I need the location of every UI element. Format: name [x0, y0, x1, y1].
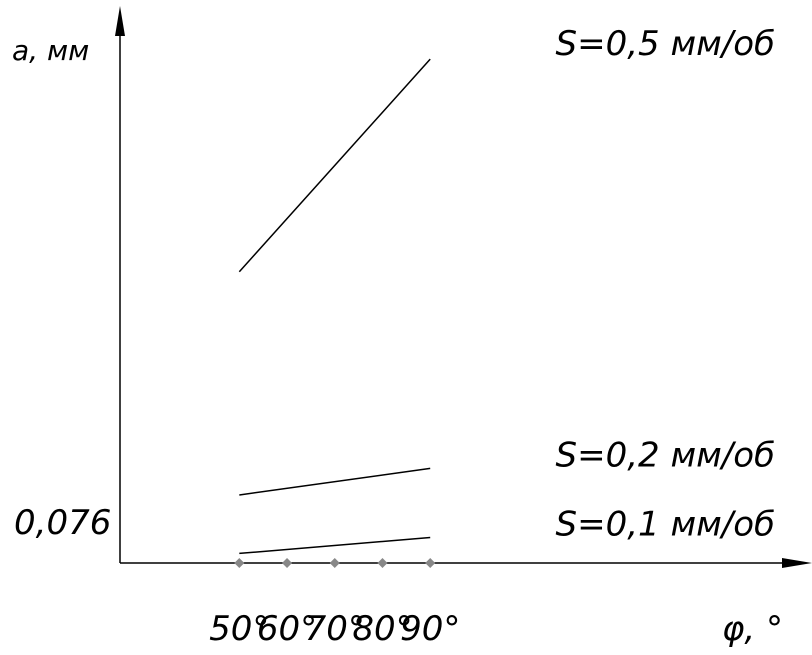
x-tick-label: 80°: [352, 609, 412, 649]
x-axis-arrow: [782, 558, 812, 568]
series-lines: [238, 58, 431, 555]
x-tick-marker: [377, 558, 388, 568]
x-tick-marker: [234, 558, 245, 568]
x-axis-label: φ, °: [722, 609, 783, 649]
x-tick-marker: [425, 558, 436, 568]
series-label: S=0,1 мм/об: [556, 504, 775, 544]
series-label: S=0,2 мм/об: [556, 435, 775, 475]
x-tick-label: 50°: [209, 609, 269, 649]
x-tick-label: 90°: [400, 609, 460, 649]
x-tick-label: 60°: [257, 609, 317, 649]
x-tick-marker: [282, 558, 293, 568]
series-line: [239, 536, 431, 555]
x-tick-marker: [329, 558, 340, 568]
series-labels: S=0,5 мм/об S=0,2 мм/об S=0,1 мм/об: [556, 24, 775, 544]
y-axis-arrow: [115, 6, 125, 36]
series-label: S=0,5 мм/об: [556, 24, 775, 64]
x-tick-label: 70°: [305, 609, 365, 649]
x-ticks: 50°60°70°80°90°: [209, 558, 460, 649]
y-axis-label: a, мм: [12, 34, 89, 67]
series-line: [238, 58, 431, 273]
series-line: [239, 467, 431, 496]
y-tick-label: 0,076: [14, 503, 111, 543]
